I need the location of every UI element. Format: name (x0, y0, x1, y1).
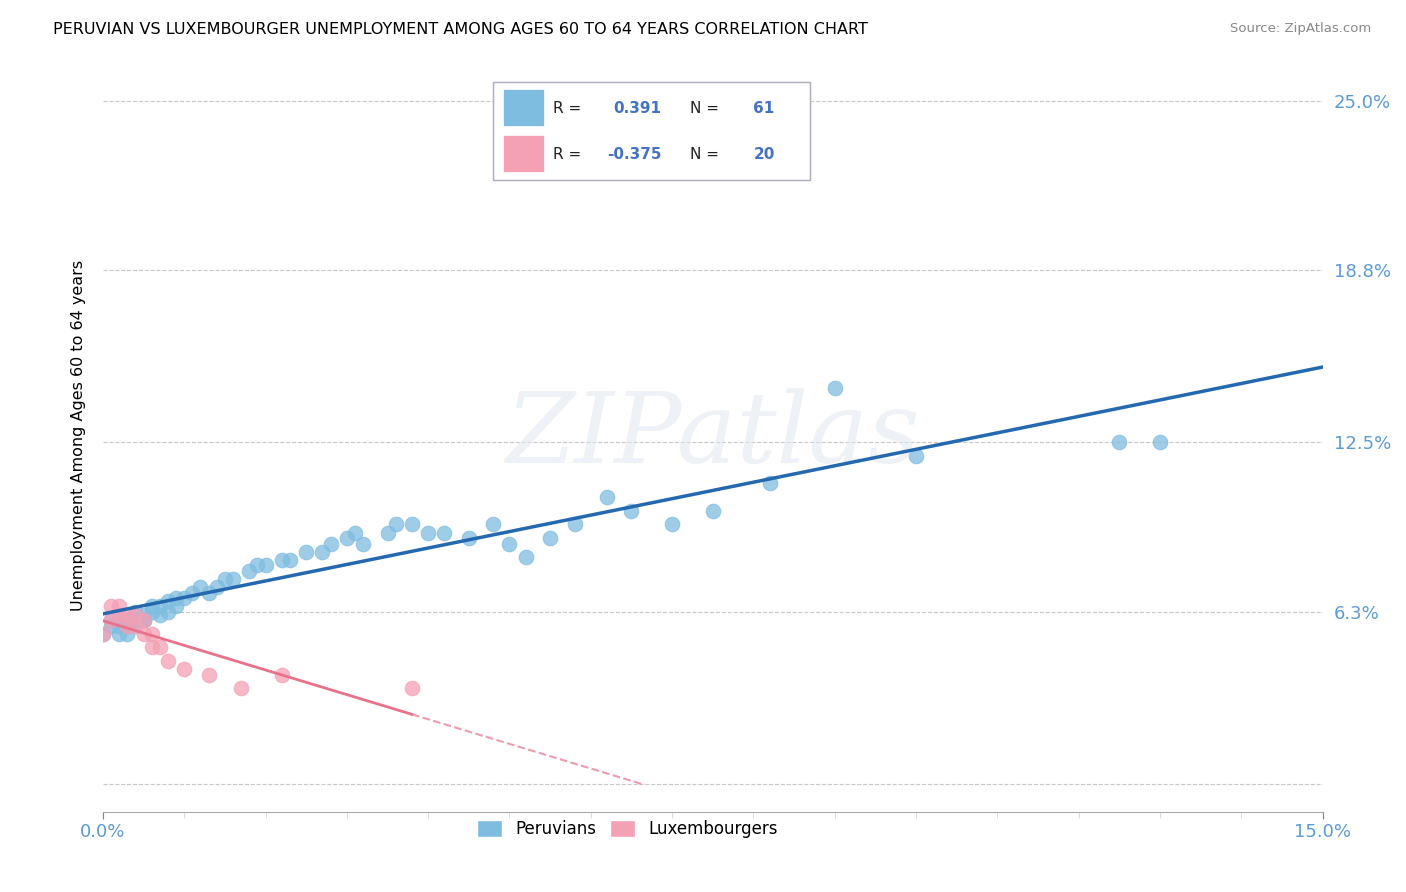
Point (132, 613, 155, 627)
Point (311, 545, 333, 559)
Point (238, 564, 260, 578)
Point (100, 613, 122, 627)
Point (214, 572, 236, 586)
Text: Source: ZipAtlas.com: Source: ZipAtlas.com (1230, 22, 1371, 36)
Point (156, 654, 179, 668)
Point (352, 536, 374, 550)
Point (108, 613, 131, 627)
Point (515, 550, 537, 565)
Point (661, 517, 683, 532)
Legend: Peruvians, Luxembourgers: Peruvians, Luxembourgers (471, 813, 785, 845)
Point (149, 599, 172, 614)
Point (100, 613, 122, 627)
Point (401, 681, 423, 696)
Point (124, 607, 146, 622)
Text: PERUVIAN VS LUXEMBOURGER UNEMPLOYMENT AMONG AGES 60 TO 64 YEARS CORRELATION CHAR: PERUVIAN VS LUXEMBOURGER UNEMPLOYMENT AM… (53, 22, 869, 37)
Point (319, 536, 342, 550)
Point (124, 618, 146, 632)
Point (132, 613, 155, 627)
Point (498, 536, 520, 550)
Point (124, 605, 146, 619)
Point (336, 531, 359, 545)
Point (117, 618, 139, 632)
Point (91, 627, 114, 641)
Point (141, 599, 163, 614)
Point (108, 627, 131, 641)
Point (295, 545, 318, 559)
Point (620, 504, 643, 518)
Point (254, 558, 277, 573)
Point (117, 627, 139, 641)
Point (343, 525, 366, 540)
Point (197, 586, 219, 600)
Point (246, 558, 269, 573)
Point (564, 517, 586, 532)
Point (905, 449, 928, 463)
Point (197, 668, 219, 682)
Point (156, 594, 179, 608)
Point (222, 572, 245, 586)
Point (231, 681, 253, 696)
Point (117, 618, 139, 632)
Point (758, 476, 780, 491)
Point (270, 553, 292, 567)
Point (457, 531, 479, 545)
Text: ZIPatlas: ZIPatlas (506, 388, 920, 483)
Point (596, 490, 619, 504)
Point (124, 618, 146, 632)
Point (149, 640, 172, 655)
Point (401, 517, 423, 532)
Point (1108, 435, 1130, 450)
Point (91, 627, 114, 641)
Point (165, 591, 187, 606)
Point (181, 586, 204, 600)
Point (141, 640, 163, 655)
Point (156, 605, 179, 619)
Point (149, 607, 172, 622)
Point (108, 618, 131, 632)
Point (124, 613, 146, 627)
Point (433, 525, 456, 540)
Point (132, 627, 155, 641)
Point (538, 531, 561, 545)
Point (141, 627, 163, 641)
Point (702, 504, 724, 518)
Point (100, 599, 122, 614)
Point (173, 591, 195, 606)
Point (482, 517, 505, 532)
Point (132, 613, 155, 627)
Point (100, 618, 122, 632)
Point (824, 381, 846, 395)
Point (278, 553, 301, 567)
Point (108, 599, 131, 614)
Point (1149, 435, 1171, 450)
Point (205, 580, 228, 594)
Point (108, 607, 131, 622)
Point (132, 607, 155, 622)
Point (418, 525, 440, 540)
Point (377, 525, 399, 540)
Point (384, 517, 406, 532)
Point (190, 580, 212, 594)
Point (117, 613, 139, 627)
Point (117, 607, 139, 622)
Point (173, 662, 195, 676)
Point (141, 605, 163, 619)
Y-axis label: Unemployment Among Ages 60 to 64 years: Unemployment Among Ages 60 to 64 years (72, 260, 86, 611)
Point (165, 599, 187, 614)
Point (270, 668, 292, 682)
